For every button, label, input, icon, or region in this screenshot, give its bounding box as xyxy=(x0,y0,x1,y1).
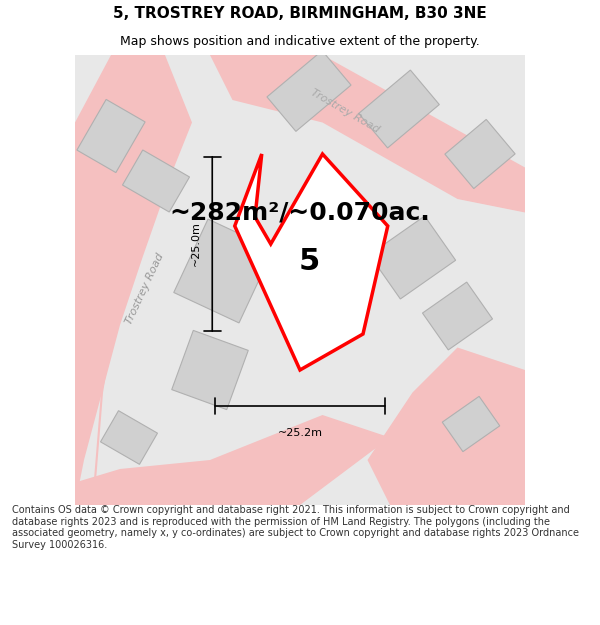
Polygon shape xyxy=(101,411,157,464)
Text: ~282m²/~0.070ac.: ~282m²/~0.070ac. xyxy=(170,201,430,224)
Text: Map shows position and indicative extent of the property.: Map shows position and indicative extent… xyxy=(120,35,480,48)
Polygon shape xyxy=(359,70,439,148)
Polygon shape xyxy=(422,282,493,350)
Polygon shape xyxy=(66,55,192,505)
Text: 5: 5 xyxy=(298,248,320,276)
Text: 5, TROSTREY ROAD, BIRMINGHAM, B30 3NE: 5, TROSTREY ROAD, BIRMINGHAM, B30 3NE xyxy=(113,6,487,21)
Polygon shape xyxy=(122,150,190,212)
Text: Trostrey Road: Trostrey Road xyxy=(309,88,381,135)
Polygon shape xyxy=(172,331,248,409)
Polygon shape xyxy=(75,415,390,505)
Polygon shape xyxy=(445,119,515,189)
Polygon shape xyxy=(367,348,525,505)
Text: Contains OS data © Crown copyright and database right 2021. This information is : Contains OS data © Crown copyright and d… xyxy=(12,505,579,550)
Polygon shape xyxy=(235,154,388,370)
Polygon shape xyxy=(174,219,273,323)
Polygon shape xyxy=(210,55,525,212)
Polygon shape xyxy=(77,99,145,172)
Text: ~25.0m: ~25.0m xyxy=(191,221,201,266)
Text: Trostrey Road: Trostrey Road xyxy=(124,252,166,326)
Polygon shape xyxy=(442,396,500,452)
Polygon shape xyxy=(267,51,351,131)
Polygon shape xyxy=(370,216,455,299)
Text: ~25.2m: ~25.2m xyxy=(277,429,323,439)
